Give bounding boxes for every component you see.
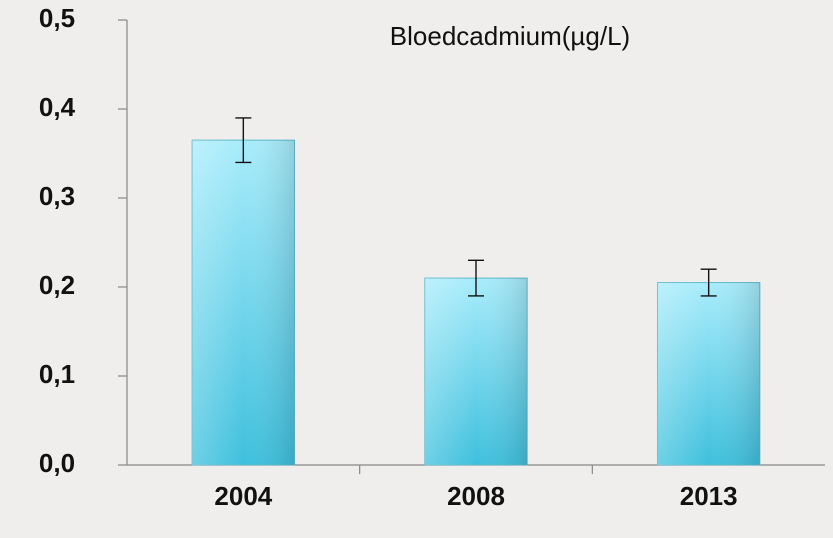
error-bar [235,117,252,164]
bar [424,277,528,466]
error-bar [468,259,484,297]
x-tick-label: 2013 [680,481,738,511]
y-tick-label: 0,2 [39,270,75,300]
chart-title: Bloedcadmium(µg/L) [390,21,630,51]
y-tick-label: 0,0 [39,448,75,478]
y-tick-label: 0,3 [39,181,75,211]
error-bar [700,268,717,297]
y-tick-label: 0,5 [39,3,75,33]
y-tick-label: 0,1 [39,359,75,389]
bar [191,139,296,466]
y-tick-label: 0,4 [39,92,76,122]
x-tick-label: 2004 [214,481,272,511]
x-tick-label: 2008 [447,481,505,511]
bar [656,282,761,466]
